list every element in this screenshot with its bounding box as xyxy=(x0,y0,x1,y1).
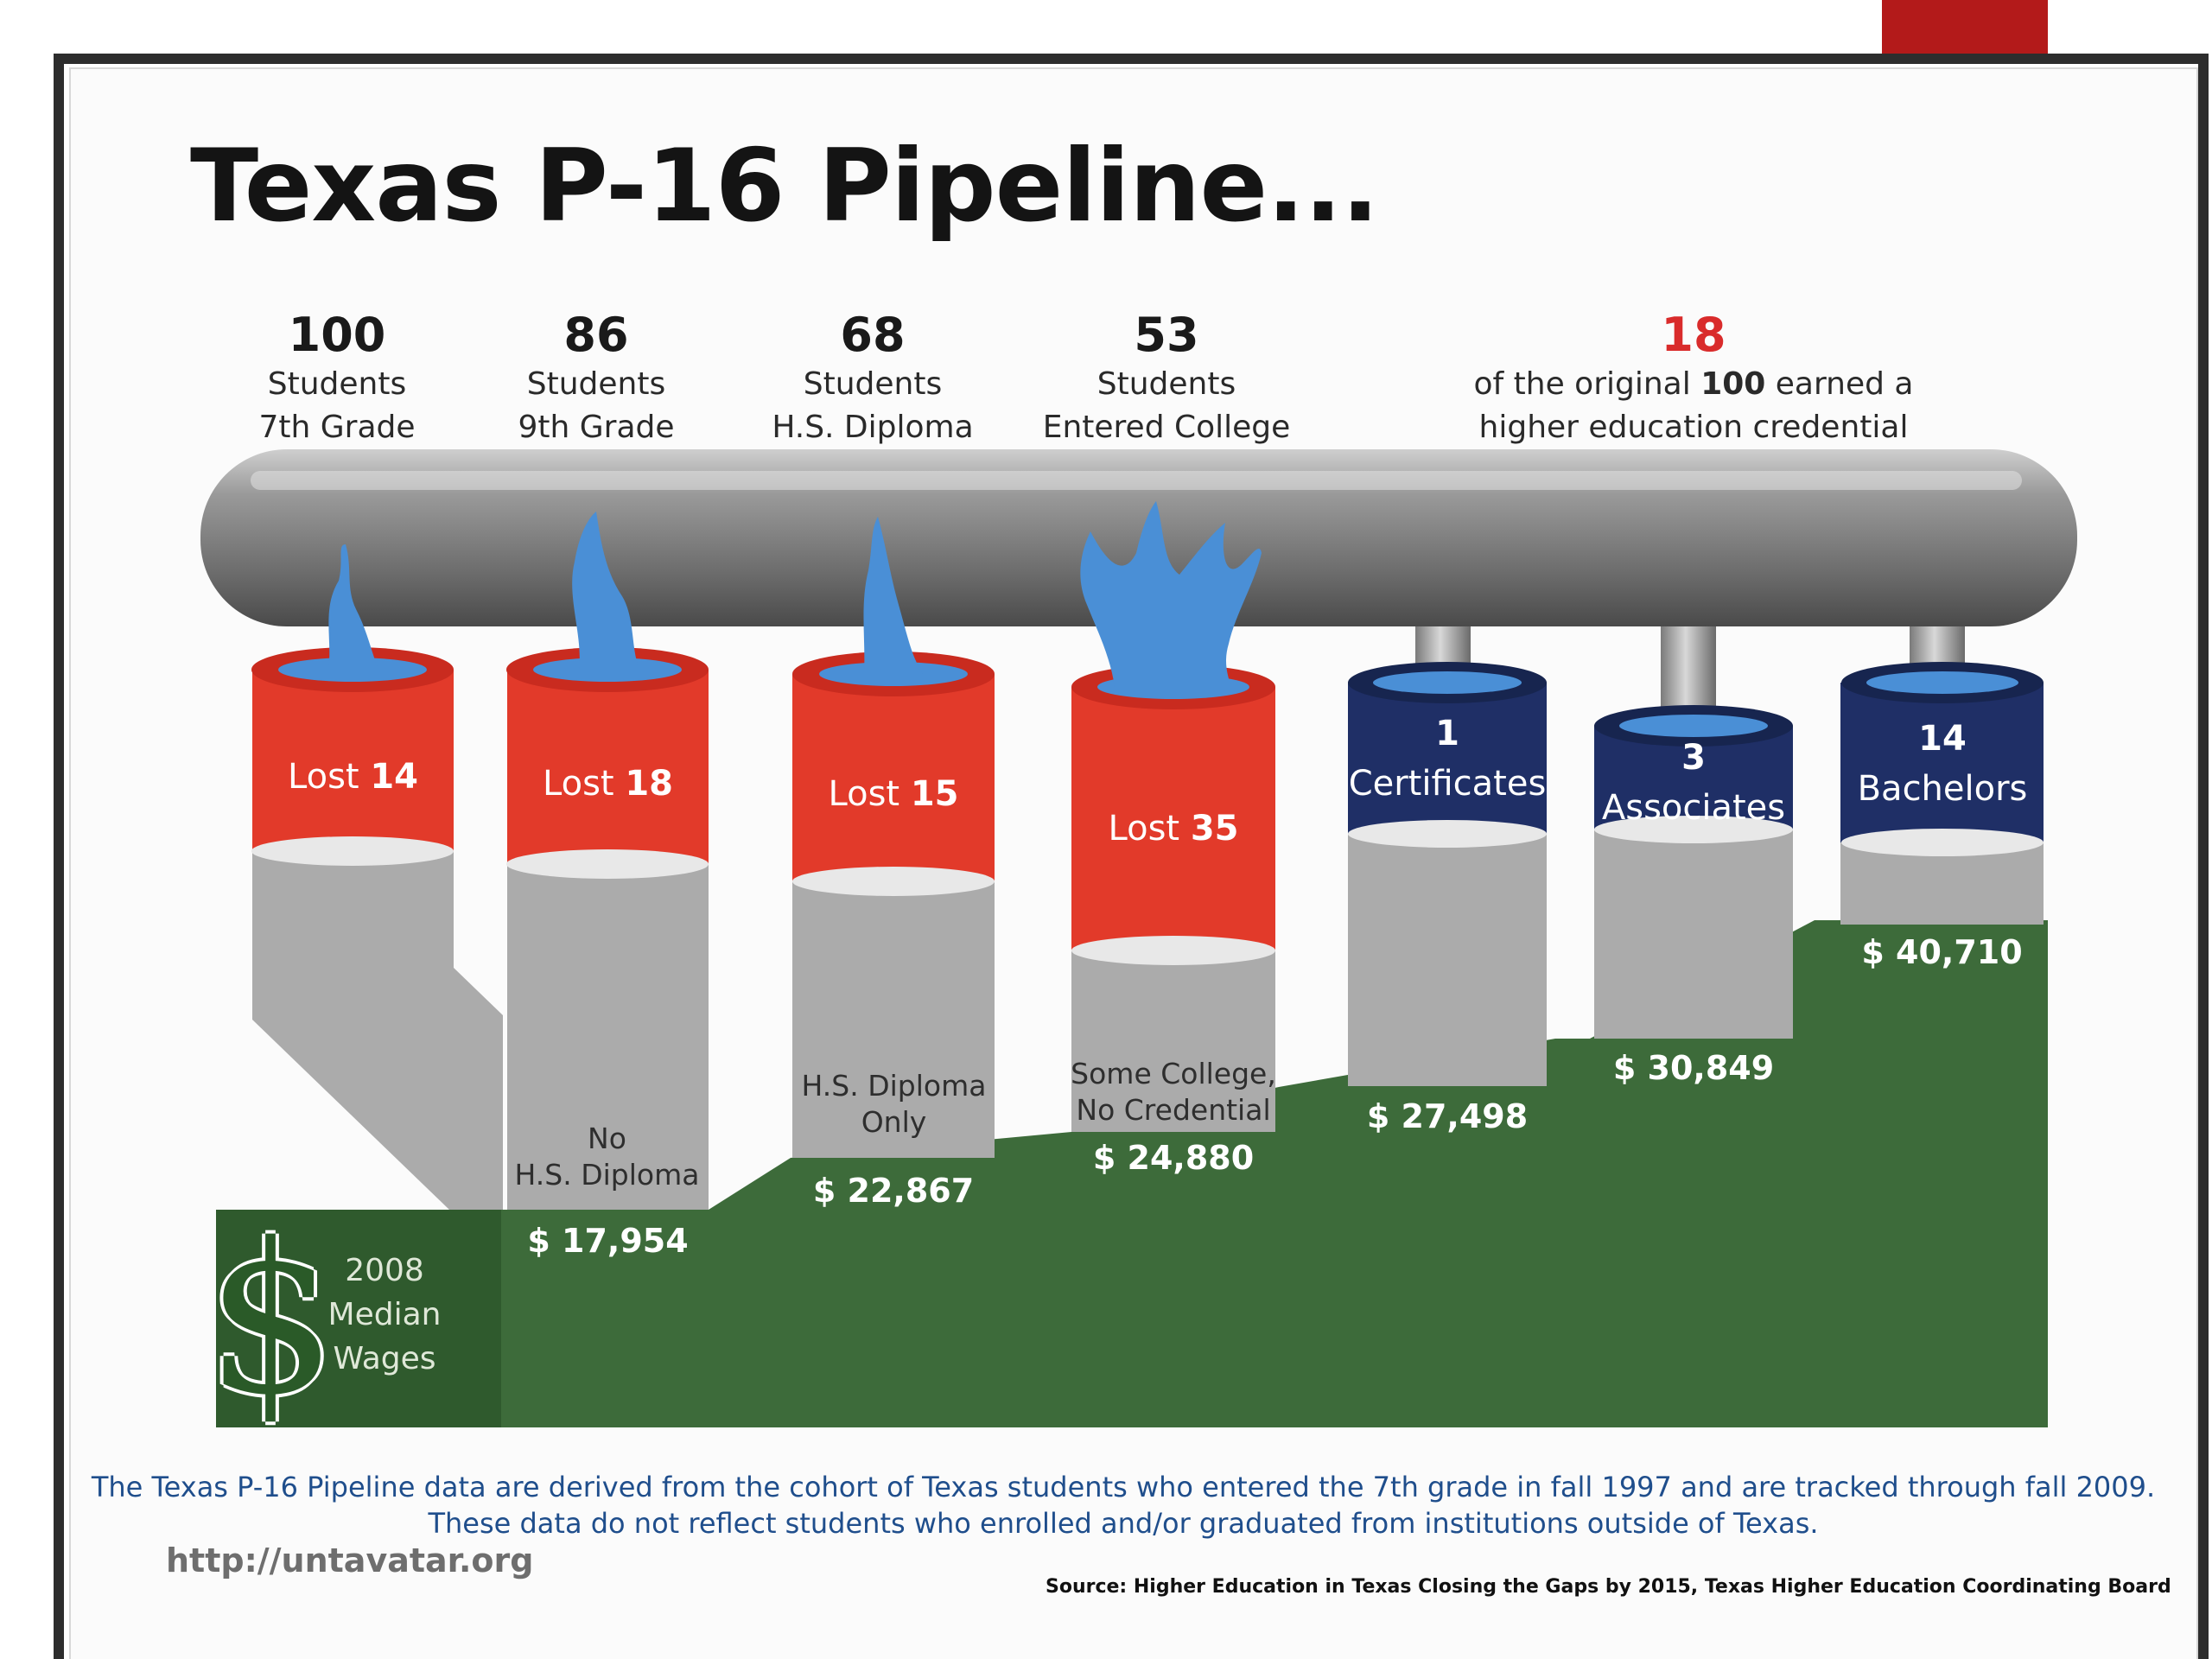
median-wages-label: 2008 Median Wages xyxy=(327,1253,442,1376)
grey-column-hs xyxy=(792,881,995,1158)
source-citation: Source: Higher Education in Texas Closin… xyxy=(1046,1576,2171,1598)
wage-category-hs-only: H.S. Diploma Only xyxy=(801,1069,987,1139)
credential-summary-line-2: higher education credential xyxy=(1478,410,1909,445)
grey-column-cert xyxy=(1348,834,1547,1086)
credential-summary: 18 of the original 100 earned a higher e… xyxy=(1434,308,1953,449)
wage-value-associate: $ 30,849 xyxy=(1612,1049,1775,1087)
wage-value-bachelor: $ 40,710 xyxy=(1861,933,2023,971)
wage-value-certificate: $ 27,498 xyxy=(1366,1097,1529,1135)
credential-cylinder-bach xyxy=(1840,662,2044,856)
stage-stat-hs-diploma: 68 Students H.S. Diploma xyxy=(752,308,994,449)
grey-column-assoc xyxy=(1594,830,1793,1039)
grey-column-7th xyxy=(252,847,503,1210)
grey-column-college xyxy=(1071,950,1275,1132)
stage-count: 100 xyxy=(288,308,386,362)
stage-label: Students xyxy=(267,366,407,402)
credential-label-cert: 1 Certificates xyxy=(1348,714,1547,804)
stage-stat-9th-grade: 86 Students 9th Grade xyxy=(493,308,700,449)
lost-label-4: Lost 35 xyxy=(1108,809,1239,849)
wage-value-no-diploma: $ 17,954 xyxy=(527,1222,689,1260)
water-leak-3 xyxy=(863,517,923,674)
stage-label: 9th Grade xyxy=(518,410,675,445)
source-url: http://untavatar.org xyxy=(166,1541,534,1580)
stage-label: Students xyxy=(526,366,666,402)
stage-label: Students xyxy=(1096,366,1236,402)
wage-value-some-college: $ 24,880 xyxy=(1092,1139,1255,1177)
stage-count: 53 xyxy=(1134,308,1199,362)
stage-label: Entered College xyxy=(1042,410,1291,445)
wage-category-no-diploma: No H.S. Diploma xyxy=(514,1122,700,1192)
credential-label-assoc: 3 Associates xyxy=(1601,738,1786,828)
water-leak-1 xyxy=(328,544,378,670)
lost-label-2: Lost 18 xyxy=(543,764,673,804)
lost-cylinder-3 xyxy=(792,652,995,896)
grey-column-9th xyxy=(507,864,709,1210)
main-pipe xyxy=(200,449,2077,626)
dollar-sign-icon: $ xyxy=(206,1198,338,1440)
stage-label: 7th Grade xyxy=(258,410,416,445)
lost-label-1: Lost 14 xyxy=(288,757,418,797)
stage-label: H.S. Diploma xyxy=(772,410,974,445)
lost-label-3: Lost 15 xyxy=(828,774,959,814)
wage-value-hs-only: $ 22,867 xyxy=(812,1172,975,1210)
water-leak-2 xyxy=(572,512,639,670)
stage-count: 86 xyxy=(563,308,629,362)
credential-cylinder-cert xyxy=(1348,662,1547,848)
stage-stat-entered-college: 53 Students Entered College xyxy=(1020,308,1313,449)
credential-label-bach: 14 Bachelors xyxy=(1857,719,2028,809)
stage-label: Students xyxy=(803,366,943,402)
credential-cylinder-assoc xyxy=(1594,705,1793,843)
credential-summary-count: 18 xyxy=(1661,308,1726,362)
dollar-block xyxy=(216,1210,501,1427)
wage-band xyxy=(251,920,2048,1427)
credential-summary-line-1: of the original 100 earned a xyxy=(1473,366,1914,402)
slide-title: Texas P-16 Pipeline... xyxy=(190,128,1379,245)
stage-stat-7th-grade: 100 Students 7th Grade xyxy=(233,308,441,449)
main-pipe-highlight xyxy=(251,471,2022,490)
wage-category-some-college: Some College, No Credential xyxy=(1071,1057,1276,1127)
stage-count: 68 xyxy=(840,308,906,362)
lost-cylinder-2 xyxy=(506,647,709,879)
water-leak-4 xyxy=(1080,501,1262,687)
data-note: The Texas P-16 Pipeline data are derived… xyxy=(91,1471,2156,1540)
